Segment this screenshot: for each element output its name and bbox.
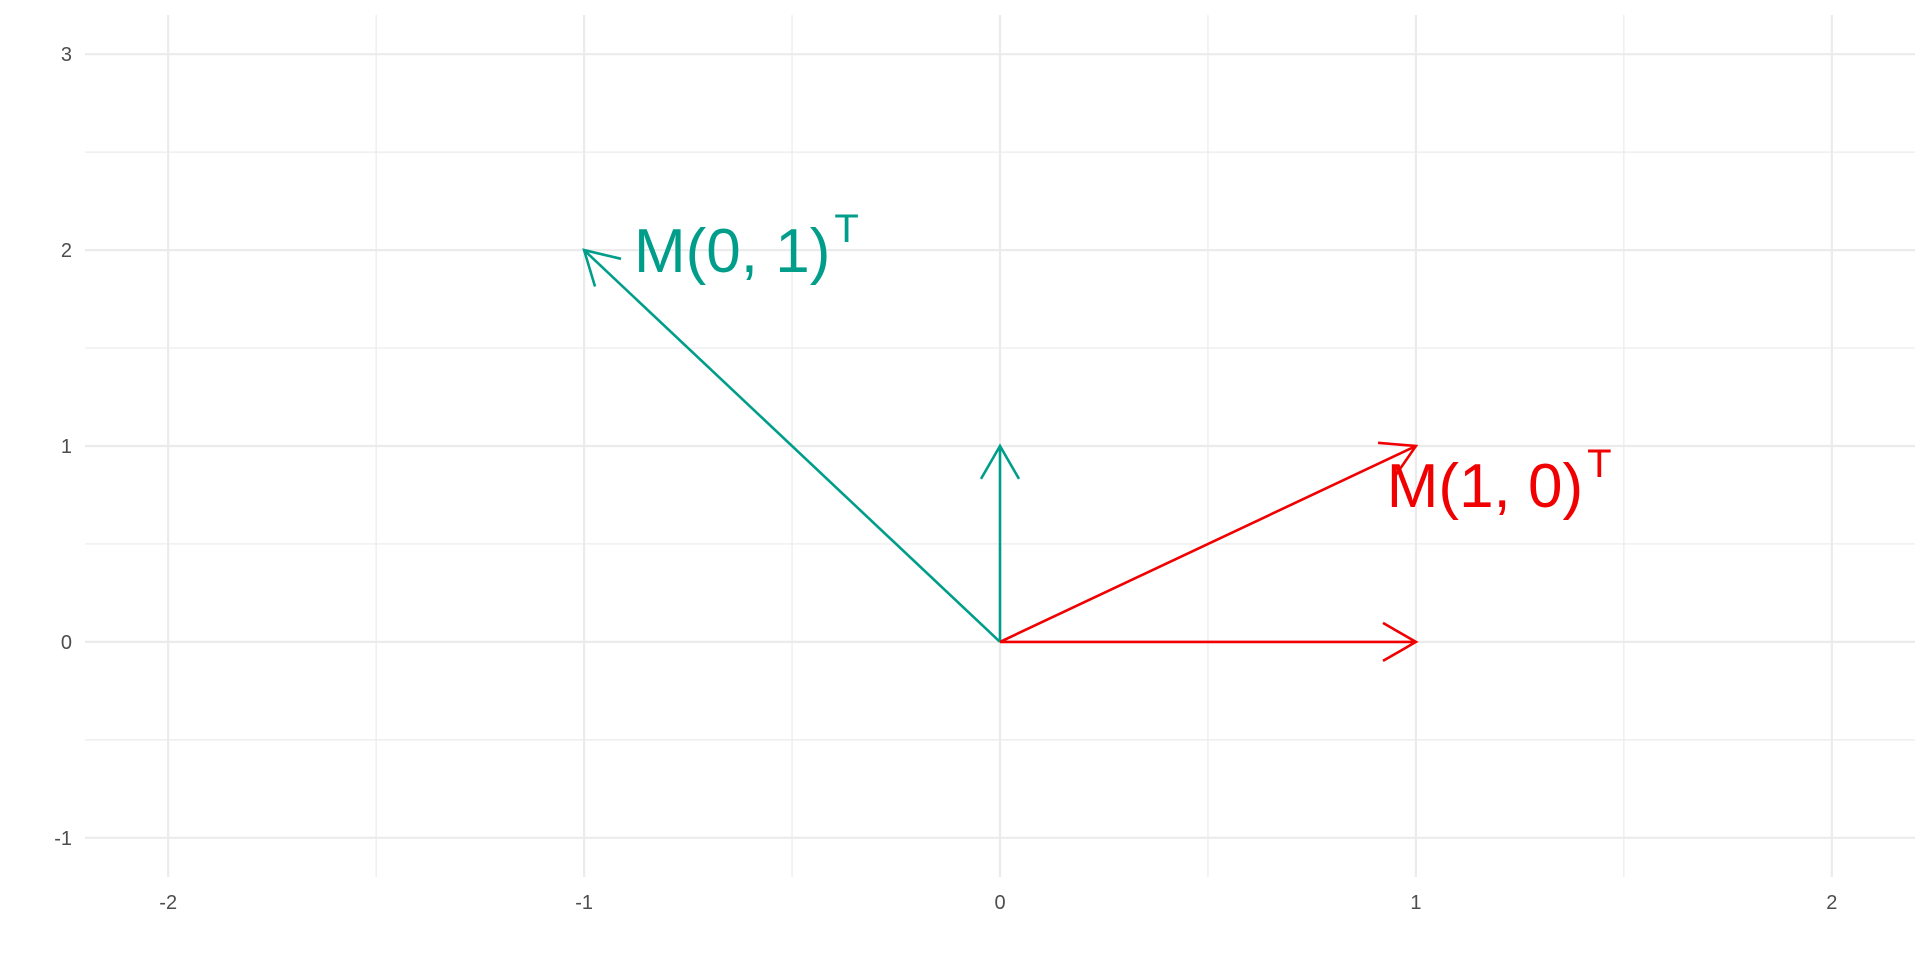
x-tick-label: 2 <box>1826 892 1837 914</box>
x-tick-label: -1 <box>575 892 593 914</box>
x-tick-label: 0 <box>994 892 1005 914</box>
vector-arrowhead <box>1382 621 1419 663</box>
vector-shaft <box>999 444 1417 644</box>
y-tick-label: -1 <box>54 828 72 850</box>
y-tick-label: 2 <box>61 240 72 262</box>
label-Me1: M(1, 0) T <box>1387 442 1612 521</box>
vector-labels: M(0, 1) T M(1, 0) T <box>634 207 1612 521</box>
label-Me2: M(0, 1) T <box>634 207 859 286</box>
vector-Me1 <box>999 441 1419 644</box>
vector-e2 <box>979 443 1021 642</box>
major-gridlines <box>85 15 1915 877</box>
vector-shaft <box>583 249 1001 643</box>
y-tick-label: 3 <box>61 44 72 66</box>
x-axis-tick-labels: -2 -1 0 1 2 <box>159 892 1837 914</box>
x-tick-label: -2 <box>159 892 177 914</box>
x-tick-label: 1 <box>1410 892 1421 914</box>
y-tick-label: 1 <box>61 436 72 458</box>
y-tick-label: 0 <box>61 632 72 654</box>
vector-Me2 <box>582 248 1001 643</box>
vector-arrowhead <box>979 443 1021 480</box>
vectors <box>582 248 1419 663</box>
vector-arrowhead <box>1377 441 1419 478</box>
vector-arrowhead <box>582 248 622 287</box>
vector-e1 <box>1000 621 1419 663</box>
y-axis-tick-labels: -1 0 1 2 3 <box>54 44 72 850</box>
